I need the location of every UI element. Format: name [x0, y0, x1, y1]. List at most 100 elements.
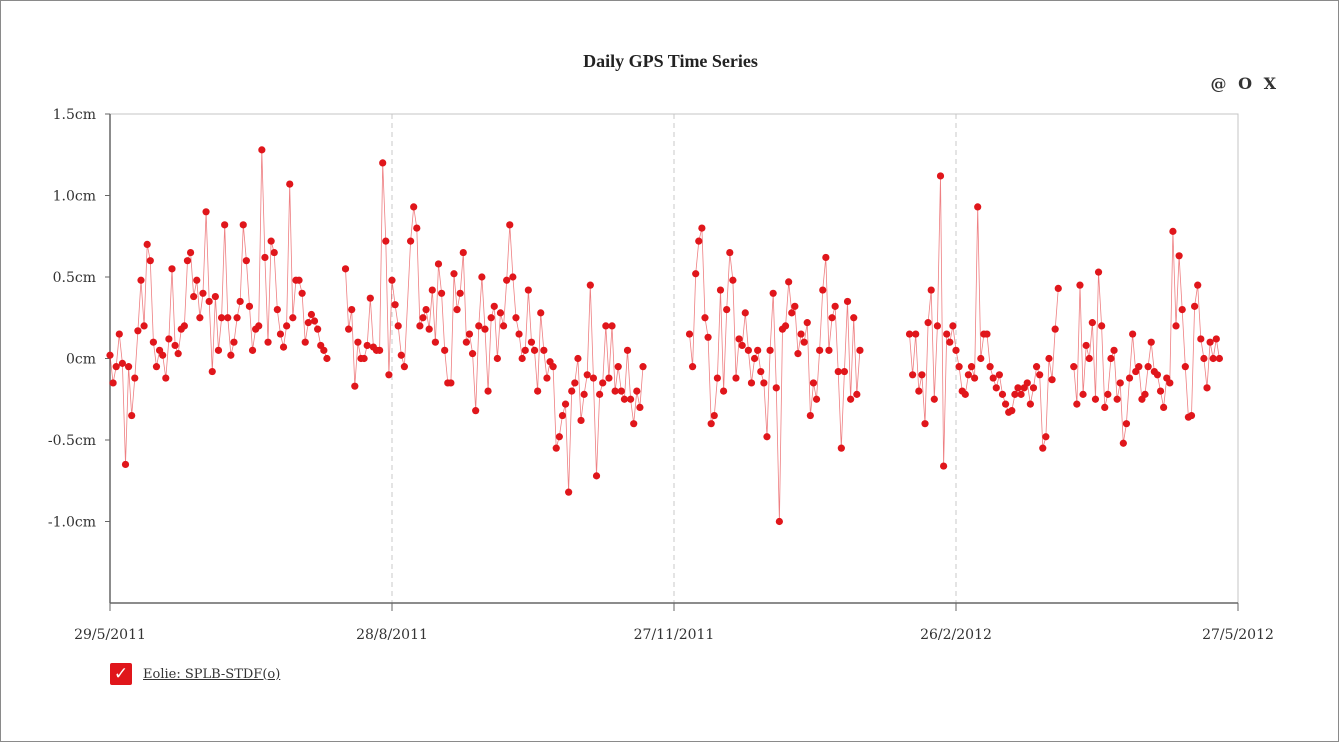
data-point [109, 379, 117, 387]
data-point [394, 322, 402, 330]
data-point [1048, 376, 1056, 384]
data-point [1212, 335, 1220, 343]
data-point [190, 292, 198, 301]
data-point [493, 354, 501, 363]
data-point [1175, 252, 1183, 260]
data-point [168, 265, 176, 273]
data-point [540, 346, 548, 354]
data-point [1088, 319, 1096, 327]
data-point [617, 387, 625, 395]
data-point [366, 294, 374, 302]
data-point [580, 390, 588, 398]
data-point [822, 253, 830, 262]
data-point [208, 367, 216, 376]
data-point [456, 289, 464, 297]
data-point [685, 330, 694, 338]
data-point [121, 460, 130, 469]
data-point [453, 306, 461, 314]
data-point [1101, 403, 1109, 411]
data-point [809, 379, 818, 387]
at-icon[interactable]: @ [1210, 74, 1228, 93]
data-point [248, 346, 257, 354]
x-tick-label: 26/2/2012 [920, 627, 992, 643]
data-point [627, 395, 635, 403]
y-tick-label: 0cm [66, 352, 96, 368]
data-point [530, 346, 539, 354]
data-point [834, 367, 842, 376]
data-point [221, 221, 229, 229]
data-point [431, 338, 439, 346]
close-icon[interactable]: X [1263, 74, 1277, 93]
data-point [1023, 379, 1031, 387]
data-point [775, 517, 783, 526]
data-point [515, 330, 523, 338]
data-point [1054, 284, 1062, 293]
data-point [952, 346, 960, 354]
data-point [1122, 420, 1131, 428]
data-point [816, 346, 824, 354]
data-point [434, 260, 443, 268]
data-point [527, 338, 536, 346]
data-point [360, 354, 368, 363]
data-point [1110, 346, 1118, 354]
data-point [279, 343, 288, 351]
data-point [124, 363, 133, 371]
data-point [769, 289, 777, 297]
data-point [131, 374, 139, 382]
data-point [1141, 390, 1149, 398]
data-point [351, 382, 359, 390]
data-point [698, 224, 706, 232]
data-point [224, 314, 232, 322]
data-point [186, 248, 195, 257]
legend-label[interactable]: Eolie: SPLB-STDF(o) [143, 666, 281, 682]
data-point [738, 341, 746, 350]
data-point [245, 302, 254, 310]
y-tick-label: -0.5cm [48, 433, 96, 449]
data-point [850, 314, 858, 322]
data-point [419, 314, 427, 322]
data-point [803, 319, 811, 327]
series-line [689, 228, 861, 522]
data-point [1125, 374, 1134, 382]
data-point [565, 488, 573, 496]
data-point [397, 351, 405, 359]
data-point [983, 330, 991, 338]
data-point [506, 221, 514, 229]
data-point [936, 172, 945, 180]
data-point [1079, 390, 1087, 398]
data-point [586, 281, 594, 289]
data-point [376, 346, 384, 354]
data-point [1116, 379, 1124, 387]
data-point [800, 338, 808, 346]
checkbox-checked-icon[interactable]: ✓ [110, 663, 132, 685]
data-point [422, 306, 430, 314]
data-point [267, 237, 275, 245]
data-point [134, 327, 142, 335]
chart-title: Daily GPS Time Series [583, 51, 758, 71]
data-point [450, 270, 458, 278]
data-point [1129, 330, 1137, 338]
data-point [791, 302, 799, 310]
data-point [723, 306, 731, 314]
data-point [1197, 335, 1205, 343]
data-point [977, 354, 985, 363]
circle-icon[interactable]: O [1238, 74, 1253, 93]
data-point [298, 289, 306, 297]
data-point [400, 363, 408, 371]
data-point [518, 354, 526, 363]
data-point [716, 286, 725, 294]
data-point [472, 407, 480, 415]
data-point [490, 302, 498, 310]
legend-item[interactable]: ✓ Eolie: SPLB-STDF(o) [110, 663, 280, 685]
data-point [1153, 371, 1162, 379]
data-point [781, 322, 790, 330]
data-point [760, 379, 768, 387]
data-point [747, 379, 756, 387]
data-point [484, 387, 492, 395]
data-point [825, 346, 833, 354]
data-point [1014, 384, 1022, 392]
data-point [1191, 302, 1199, 310]
data-point [577, 416, 585, 425]
data-point [713, 374, 721, 382]
data-point [1119, 439, 1127, 447]
